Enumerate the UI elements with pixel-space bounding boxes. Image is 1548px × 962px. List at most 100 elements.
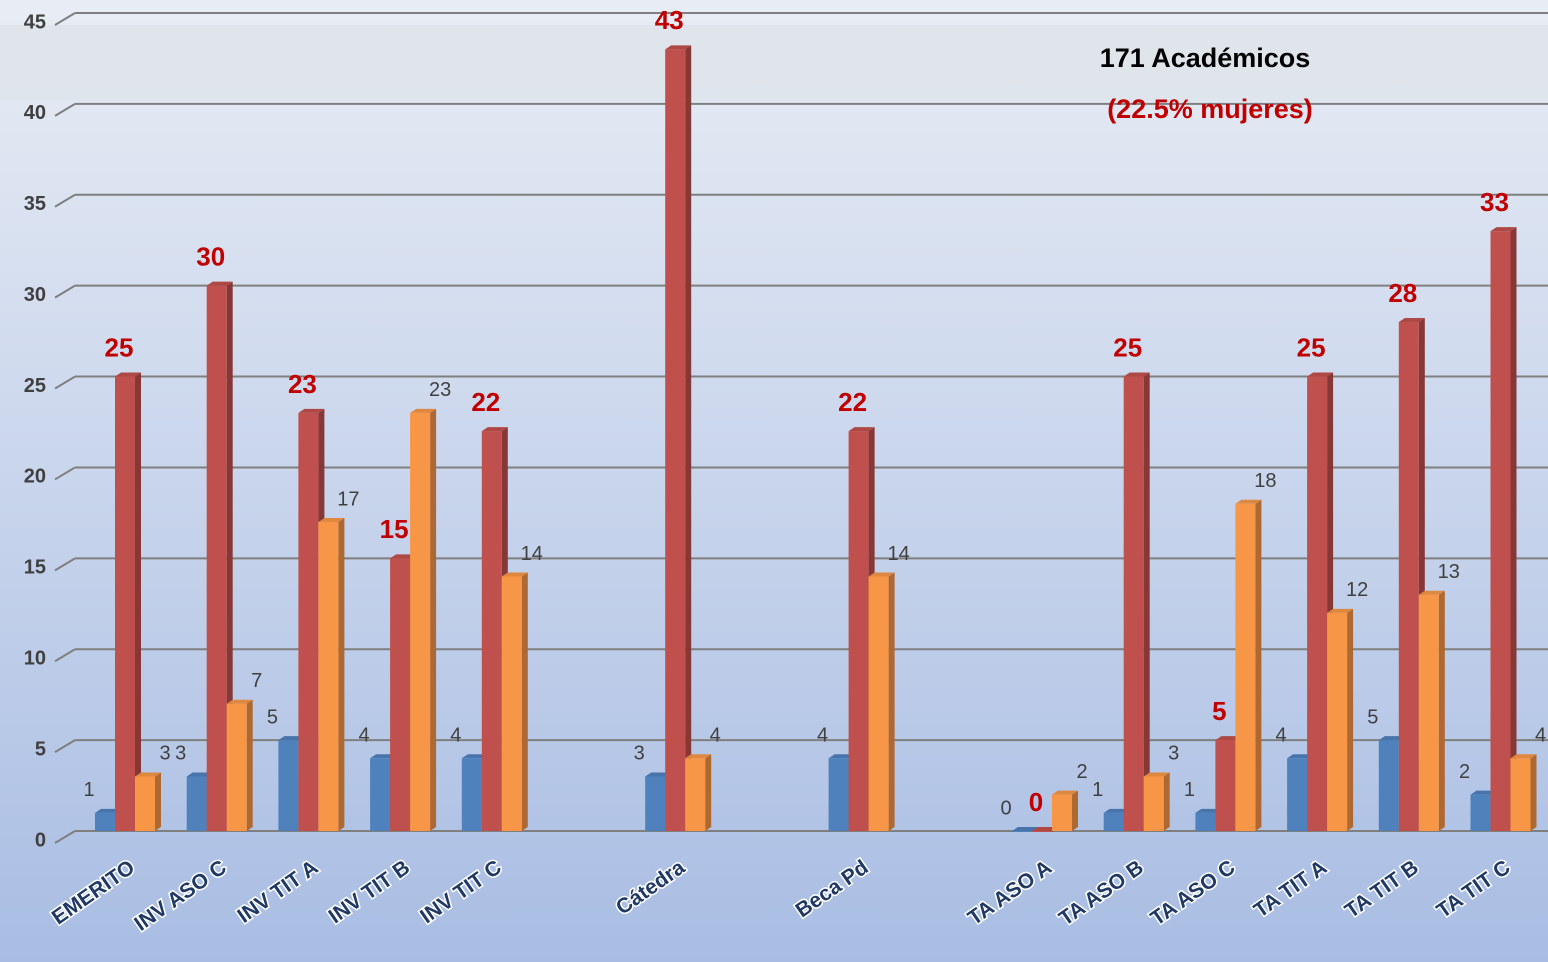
bar-front [665, 49, 686, 832]
bar [1123, 372, 1150, 831]
bar [1327, 608, 1354, 831]
annotation: (22.5% mujeres) [1107, 94, 1313, 124]
value-label: 2 [1076, 761, 1087, 783]
bar-side [246, 699, 253, 831]
bar-side [888, 572, 895, 831]
bar-front [1327, 612, 1348, 831]
value-label: 22 [471, 387, 500, 417]
bar-front [1052, 794, 1072, 831]
bar-side [1255, 499, 1262, 831]
bar-front [318, 521, 339, 831]
value-label: 18 [1254, 470, 1276, 492]
bar [501, 572, 528, 831]
bar-top [135, 772, 161, 777]
banner [0, 25, 1548, 101]
y-tick-label: 30 [24, 284, 46, 306]
bar-front [135, 776, 155, 831]
bar-side [521, 572, 528, 831]
y-tick-label: 0 [35, 829, 46, 851]
bar-front [1378, 740, 1399, 831]
bar [685, 754, 712, 831]
value-label: 15 [380, 514, 409, 544]
bar-side [1072, 790, 1078, 831]
bar-top [665, 45, 692, 50]
bar-top [1032, 827, 1058, 831]
bar-top [501, 572, 528, 577]
bar-top [186, 772, 213, 777]
bar-top [1195, 808, 1222, 813]
grid-line [54, 375, 76, 390]
y-tick-label: 20 [24, 466, 46, 488]
bar-top [1398, 318, 1425, 323]
bar-side [155, 772, 161, 831]
y-tick-label: 5 [35, 738, 46, 760]
bar-front [481, 431, 502, 831]
value-label: 5 [1367, 706, 1378, 728]
bar-front [1103, 812, 1124, 831]
value-label: 7 [251, 670, 262, 692]
bar-top [318, 517, 345, 522]
bar [135, 772, 161, 831]
value-label: 5 [267, 706, 278, 728]
bar [410, 408, 437, 831]
bar-front [1418, 594, 1439, 831]
bar-front [206, 285, 227, 832]
bar-top [848, 427, 875, 432]
value-label: 14 [521, 543, 543, 565]
bar [665, 45, 692, 832]
value-label: 33 [1480, 187, 1509, 217]
value-label: 1 [1092, 779, 1103, 801]
bar-side [135, 372, 141, 831]
grid-line [54, 648, 76, 663]
bar [1052, 790, 1078, 831]
bar-top [206, 281, 233, 286]
value-label: 25 [1297, 332, 1326, 362]
value-label: 4 [1276, 725, 1287, 747]
value-label: 3 [1168, 743, 1179, 765]
value-label: 14 [887, 543, 909, 565]
bar-top [1215, 736, 1242, 741]
bar-side [1510, 227, 1517, 832]
grid-line [54, 12, 76, 26]
bar-side [430, 408, 437, 831]
value-label: 23 [288, 369, 317, 399]
y-tick-label: 40 [24, 102, 46, 124]
value-label: 25 [1113, 332, 1142, 362]
bar-front [1235, 503, 1256, 831]
value-label: 3 [634, 743, 645, 765]
value-label: 0 [1000, 797, 1011, 819]
bar-front [868, 576, 889, 831]
bar-front [370, 758, 391, 831]
value-label: 28 [1388, 278, 1417, 308]
bar-top [1327, 608, 1354, 613]
bar-side [226, 281, 233, 832]
value-label: 25 [105, 332, 134, 362]
bar-top [1510, 754, 1537, 759]
bar-top [1418, 590, 1445, 595]
grid-line [54, 557, 76, 572]
bar-top [481, 427, 508, 432]
bar-top [1123, 372, 1150, 377]
y-tick-label: 45 [24, 11, 46, 33]
bar-side [1530, 754, 1537, 831]
bar [1235, 499, 1262, 831]
value-label: 4 [710, 725, 721, 747]
bar-top [95, 808, 121, 813]
bar-top [1143, 772, 1170, 777]
bar-top [1490, 227, 1517, 232]
y-tick-label: 10 [24, 648, 46, 670]
bar-front [685, 758, 706, 831]
bar [1418, 590, 1445, 831]
bar-top [370, 754, 397, 759]
value-label: 2 [1459, 761, 1470, 783]
bar-front [115, 376, 135, 831]
bar-top [278, 736, 305, 741]
grid-line [54, 103, 76, 117]
bar-front [848, 431, 869, 831]
bar-top [1470, 790, 1497, 795]
y-tick-label: 35 [24, 193, 46, 215]
bar-top [1012, 827, 1038, 831]
value-label: 3 [175, 743, 186, 765]
bar-front [501, 576, 522, 831]
